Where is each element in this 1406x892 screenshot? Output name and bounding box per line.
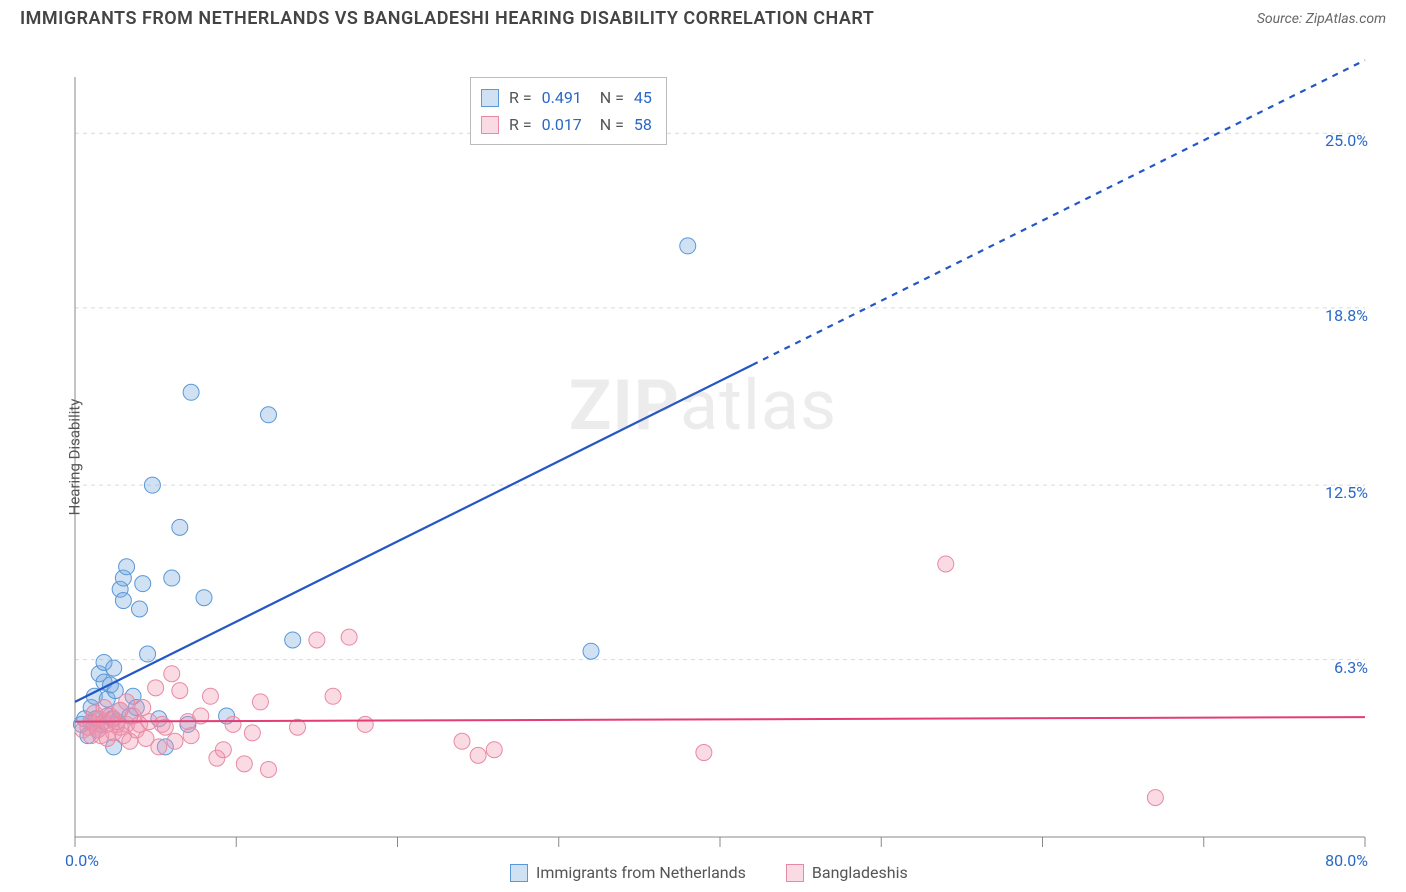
n-label: N = <box>592 84 624 111</box>
r-label: R = <box>509 84 532 111</box>
title-bar: IMMIGRANTS FROM NETHERLANDS VS BANGLADES… <box>0 0 1406 33</box>
y-tick-label: 6.3% <box>1334 658 1368 677</box>
source-attribution: Source: ZipAtlas.com <box>1257 11 1386 27</box>
n-value: 58 <box>634 111 652 138</box>
y-axis-label: Hearing Disability <box>65 399 83 516</box>
legend-swatch <box>481 116 499 134</box>
y-tick-label: 18.8% <box>1325 306 1368 325</box>
series-legend: Immigrants from Netherlands Bangladeshis <box>510 863 908 882</box>
r-value: 0.017 <box>542 111 582 138</box>
legend-swatch <box>481 89 499 107</box>
y-tick-label: 12.5% <box>1325 483 1368 502</box>
legend-label: Bangladeshis <box>812 863 908 882</box>
stats-legend: R = 0.491 N = 45R = 0.017 N = 58 <box>470 77 667 145</box>
legend-item: Immigrants from Netherlands <box>510 863 746 882</box>
x-min-label: 0.0% <box>65 851 99 870</box>
r-value: 0.491 <box>542 84 582 111</box>
n-label: N = <box>592 111 624 138</box>
chart-container: Hearing Disability ZIPatlas R = 0.491 N … <box>20 33 1386 881</box>
source-name: ZipAtlas.com <box>1306 11 1386 27</box>
y-tick-label: 25.0% <box>1325 131 1368 150</box>
chart-title: IMMIGRANTS FROM NETHERLANDS VS BANGLADES… <box>20 8 874 29</box>
stats-row: R = 0.491 N = 45 <box>481 84 652 111</box>
legend-swatch <box>510 864 528 882</box>
stats-row: R = 0.017 N = 58 <box>481 111 652 138</box>
legend-label: Immigrants from Netherlands <box>536 863 746 882</box>
source-prefix: Source: <box>1257 11 1306 27</box>
n-value: 45 <box>634 84 652 111</box>
r-label: R = <box>509 111 532 138</box>
legend-swatch <box>786 864 804 882</box>
x-max-label: 80.0% <box>1325 851 1368 870</box>
scatter-chart <box>20 33 1386 881</box>
legend-item: Bangladeshis <box>786 863 908 882</box>
